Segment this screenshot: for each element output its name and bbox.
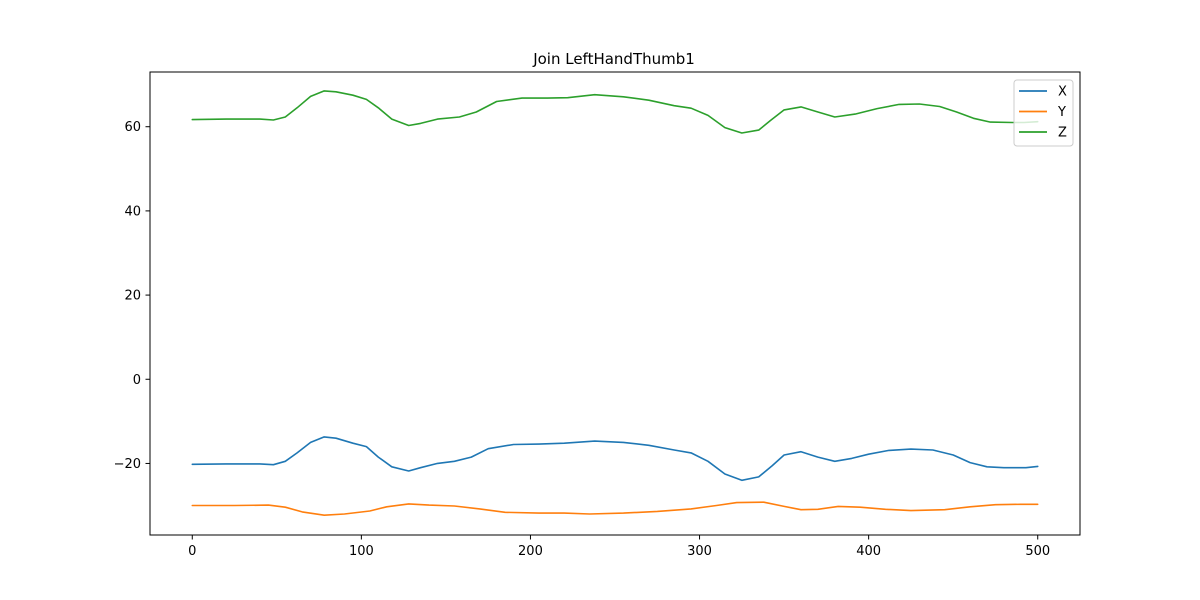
legend-label-z: Z — [1058, 126, 1067, 141]
x-tick-label: 400 — [856, 544, 881, 559]
series-group — [191, 90, 1039, 517]
axes-frame — [149, 71, 1081, 536]
y-tick-label: 20 — [124, 289, 141, 304]
legend-box — [1013, 79, 1074, 147]
x-tick-label: 200 — [518, 544, 543, 559]
series-line-z — [191, 90, 1039, 134]
y-tick-label: 40 — [124, 204, 141, 219]
y-axis: −20 0 20 40 60 — [114, 120, 150, 472]
x-tick-label: 500 — [1025, 544, 1050, 559]
chart-title: Join LeftHandThumb1 — [532, 50, 695, 68]
series-line-x — [191, 436, 1039, 482]
y-tick-label: 60 — [124, 120, 141, 135]
plot-area — [149, 71, 1081, 536]
series-line-y — [191, 501, 1039, 517]
y-tick-label: −20 — [114, 457, 141, 472]
x-tick-label: 300 — [687, 544, 712, 559]
legend-label-x: X — [1058, 85, 1067, 100]
y-tick-label: 0 — [133, 373, 141, 388]
legend: XYZ — [1013, 79, 1074, 147]
x-tick-label: 0 — [188, 544, 196, 559]
legend-label-y: Y — [1057, 105, 1066, 120]
x-tick-label: 100 — [349, 544, 374, 559]
x-axis: 0 100 200 300 400 500 — [188, 535, 1050, 559]
